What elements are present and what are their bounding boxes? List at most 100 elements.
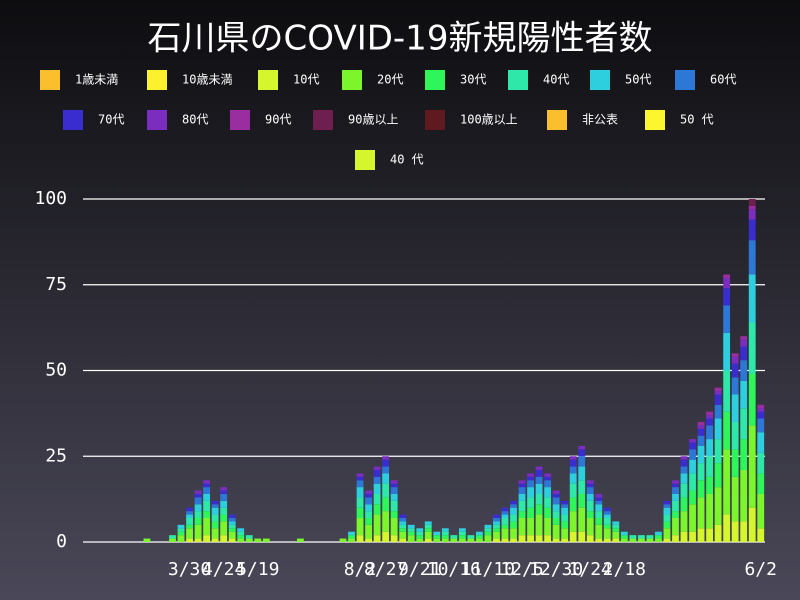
bar-segment — [697, 497, 705, 529]
bar-segment — [527, 497, 534, 508]
bar-segment — [757, 432, 765, 453]
bar-segment — [416, 538, 424, 542]
legend-swatch — [40, 70, 60, 90]
bar-segment — [544, 476, 552, 481]
bar-segment — [407, 528, 415, 532]
bar-segment — [672, 517, 679, 536]
bar-segment — [723, 332, 731, 371]
bar-segment — [458, 538, 466, 542]
bar-segment — [510, 504, 517, 508]
bar-segment — [373, 514, 381, 536]
bar-segment — [552, 493, 560, 498]
bar-segment — [535, 476, 543, 484]
bar-segment — [612, 538, 620, 542]
bar-segment — [467, 535, 475, 539]
bar-segment — [748, 199, 756, 206]
bar-segment — [382, 456, 390, 460]
bar-segment — [603, 528, 611, 539]
legend-swatch — [147, 110, 167, 130]
bar-segment — [450, 535, 458, 539]
bar-segment — [697, 421, 705, 426]
bar-segment — [476, 531, 483, 536]
bar-segment — [714, 524, 722, 542]
bar-segment — [535, 483, 543, 494]
bar-segment — [552, 504, 560, 512]
x-tick-label: 9/21 — [398, 559, 441, 580]
bar-segment — [680, 497, 688, 512]
bar-segment — [552, 490, 560, 494]
bar-segment — [714, 439, 722, 464]
bar-segment — [731, 353, 739, 357]
bar-segment — [348, 531, 355, 536]
bar-segment — [382, 459, 390, 467]
bar-segment — [348, 535, 355, 539]
bar-segment — [365, 493, 372, 498]
bar-segment — [211, 538, 219, 542]
bar-segment — [407, 531, 415, 536]
bar-segment — [458, 531, 466, 536]
bar-segment — [740, 339, 748, 347]
bar-segment — [655, 531, 662, 536]
bar-segment — [714, 387, 722, 392]
bar-segment — [757, 528, 765, 542]
bar-segment — [441, 538, 449, 542]
bar-segment — [510, 538, 517, 542]
bar-segment — [646, 535, 654, 539]
bar-segment — [186, 524, 193, 529]
bar-segment — [527, 473, 534, 477]
x-tick-label: 12/30 — [529, 559, 583, 580]
bar-segment — [356, 487, 364, 498]
bar-segment — [416, 531, 424, 536]
bar-segment — [697, 445, 705, 464]
bar-segment — [612, 524, 620, 529]
bar-segment — [569, 459, 577, 467]
bar-segment — [569, 511, 577, 532]
bar-segment — [697, 480, 705, 498]
bar-segment — [578, 456, 586, 467]
bar-segment — [535, 469, 543, 477]
bar-segment — [723, 370, 731, 412]
bar-segment — [706, 418, 713, 426]
bar-segment — [569, 473, 577, 484]
legend-swatch — [675, 70, 695, 90]
bar-segment — [748, 322, 756, 374]
bar-segment — [672, 511, 679, 518]
bar-segment — [714, 391, 722, 395]
bar-segment — [365, 504, 372, 512]
legend-swatch — [258, 70, 278, 90]
bar-segment — [407, 524, 415, 529]
bar-segment — [228, 531, 236, 539]
bar-segment — [680, 456, 688, 460]
bar-segment — [501, 511, 509, 515]
bar-segment — [586, 517, 594, 536]
bar-segment — [680, 459, 688, 467]
bar-segment — [689, 490, 696, 505]
bar-segment — [510, 500, 517, 505]
y-tick-label: 75 — [45, 274, 67, 295]
bar-segment — [578, 507, 586, 532]
bar-segment — [646, 538, 654, 542]
bar-segment — [228, 524, 236, 529]
bar-segment — [723, 305, 731, 333]
bar-segment — [578, 480, 586, 494]
bar-segment — [586, 500, 594, 512]
bar-segment — [731, 377, 739, 395]
bar-segment — [433, 531, 441, 536]
bar-segment — [220, 507, 228, 515]
bar-segment — [467, 538, 475, 542]
bar-segment — [203, 483, 211, 488]
bar-segment — [501, 538, 509, 542]
bar-segment — [697, 425, 705, 429]
bar-segment — [535, 493, 543, 505]
bar-segment — [757, 473, 765, 494]
bar-segment — [177, 524, 185, 529]
legend-label: 非公表 — [582, 113, 618, 127]
legend-swatch — [63, 110, 83, 130]
bar-segment — [228, 517, 236, 522]
bar-segment — [544, 497, 552, 508]
bar-segment — [748, 209, 756, 220]
bar-segment — [501, 528, 509, 539]
bar-segment — [723, 411, 731, 450]
